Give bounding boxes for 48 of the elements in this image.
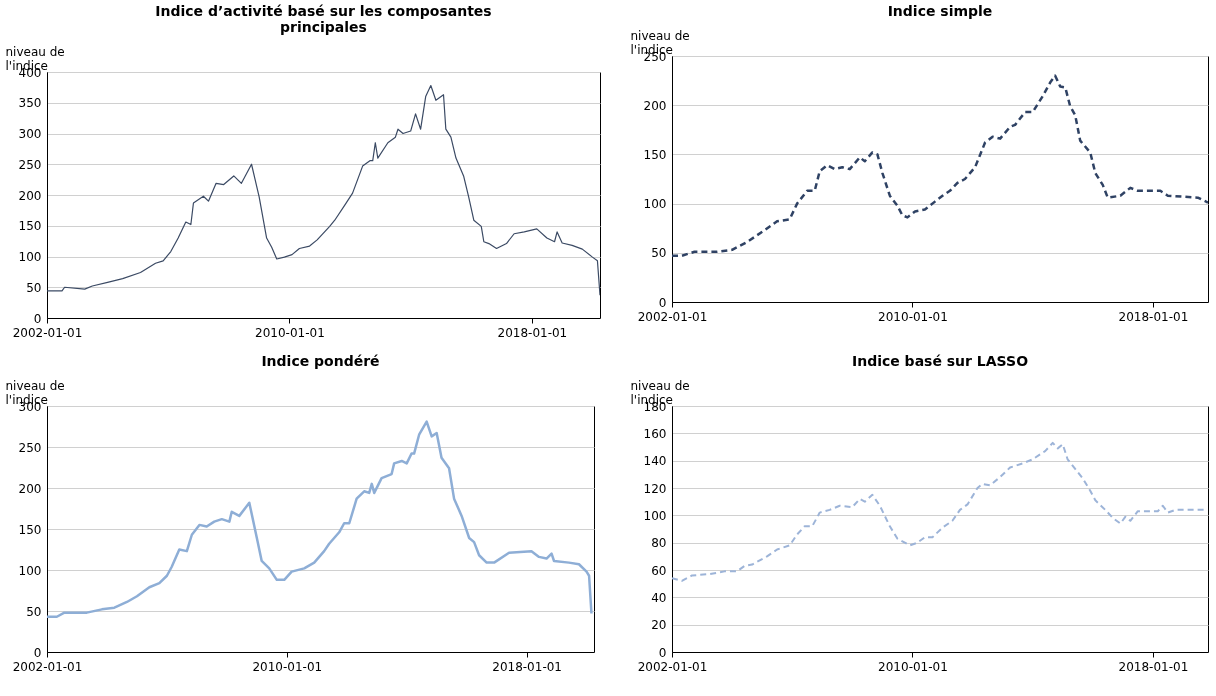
y-tick-label: 150 bbox=[643, 147, 667, 162]
x-tick-label: 2018-01-01 bbox=[492, 659, 562, 674]
y-tick-label: 250 bbox=[18, 440, 42, 455]
y-tick-label: 0 bbox=[33, 645, 42, 660]
x-tick-label: 2002-01-01 bbox=[637, 659, 708, 674]
x-tick-label: 2002-01-01 bbox=[12, 325, 83, 340]
y-tick-label: 0 bbox=[658, 295, 667, 310]
line-series bbox=[47, 420, 593, 618]
y-tick-label: 160 bbox=[643, 426, 667, 441]
x-tick-label: 2002-01-01 bbox=[12, 659, 83, 674]
x-tick-label: 2010-01-01 bbox=[878, 659, 948, 674]
y-tick-label: 120 bbox=[643, 481, 667, 496]
y-tick-label: 140 bbox=[643, 454, 667, 469]
y-tick-label: 200 bbox=[18, 481, 42, 496]
x-tick-label: 2010-01-01 bbox=[252, 659, 323, 674]
x-tick-label: 2010-01-01 bbox=[878, 309, 948, 324]
line-series bbox=[672, 441, 1207, 582]
y-tick-label: 60 bbox=[651, 563, 667, 578]
y-tick-label: 350 bbox=[18, 96, 42, 111]
y-tick-label: 300 bbox=[18, 127, 42, 141]
y-tick-label: 100 bbox=[18, 250, 42, 264]
y-tick-label: 200 bbox=[18, 188, 42, 203]
x-tick-label: 2010-01-01 bbox=[255, 325, 325, 340]
y-tick-label: 200 bbox=[643, 98, 667, 113]
line-series bbox=[672, 74, 1208, 257]
y-tick-label: 50 bbox=[26, 604, 42, 619]
y-tick-label: 40 bbox=[651, 590, 667, 605]
chart-title: Indice pondéré bbox=[261, 353, 380, 369]
y-tick-label: 100 bbox=[643, 508, 667, 523]
y-tick-label: 100 bbox=[643, 197, 667, 212]
y-tick-label: 150 bbox=[18, 219, 42, 234]
y-tick-label: 250 bbox=[18, 157, 42, 172]
chart-title: Indice basé sur LASSO bbox=[851, 353, 1029, 369]
x-tick-label: 2018-01-01 bbox=[1118, 659, 1189, 674]
y-tick-label: 0 bbox=[658, 645, 667, 660]
y-tick-label: 80 bbox=[651, 536, 667, 551]
line-series bbox=[47, 84, 600, 296]
y-tick-label: 50 bbox=[651, 246, 667, 261]
x-tick-label: 2018-01-01 bbox=[1118, 309, 1189, 324]
x-tick-label: 2018-01-01 bbox=[497, 325, 568, 340]
y-tick-label: 0 bbox=[33, 311, 42, 326]
chart-title: Indice d’activité basé sur les composantes principales bbox=[155, 3, 492, 35]
y-tick-label: 20 bbox=[651, 618, 667, 633]
chart-title: Indice simple bbox=[887, 3, 993, 19]
y-tick-label: 100 bbox=[18, 563, 42, 578]
x-tick-label: 2002-01-01 bbox=[637, 309, 708, 324]
y-tick-label: 50 bbox=[26, 280, 42, 295]
y-tick-label: 150 bbox=[18, 522, 42, 537]
